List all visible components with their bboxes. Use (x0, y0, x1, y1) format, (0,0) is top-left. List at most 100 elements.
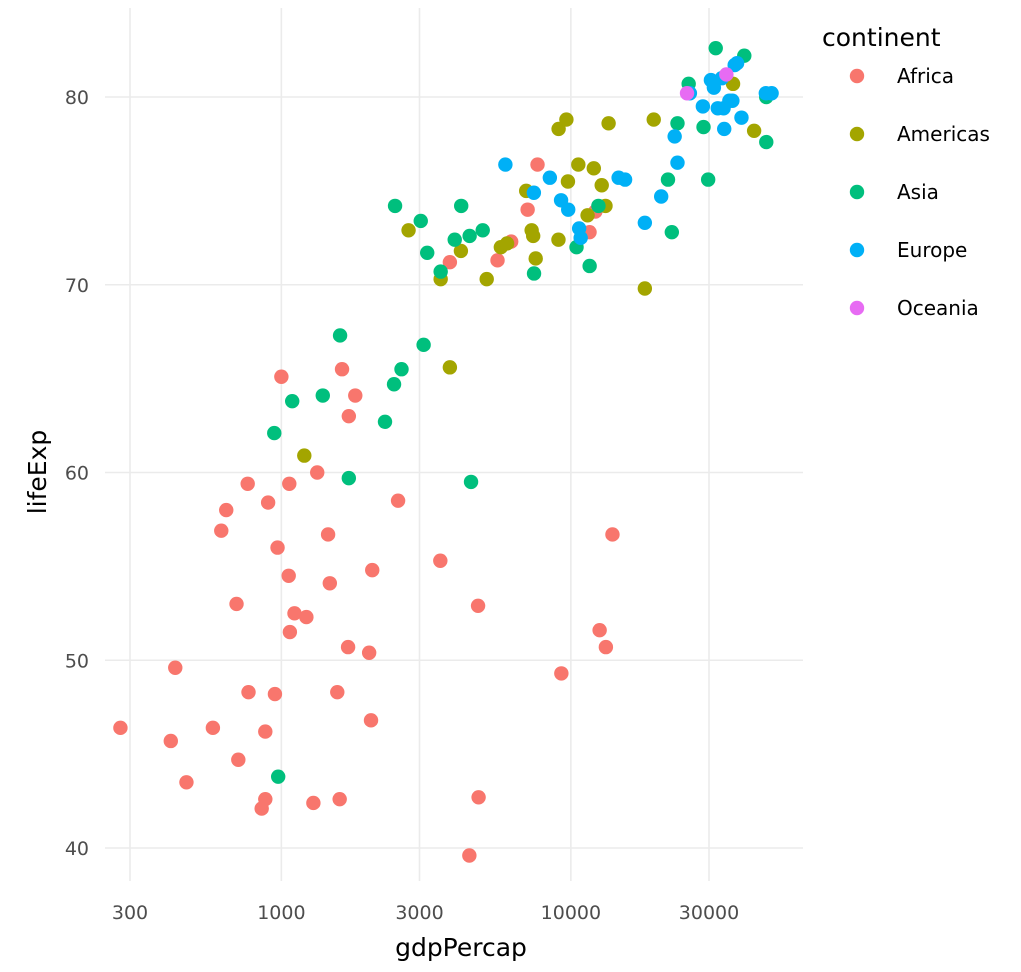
legend-key-africa (849, 68, 865, 84)
point-africa (340, 639, 356, 655)
point-africa (270, 540, 285, 555)
point-europe (670, 155, 685, 170)
point-africa (214, 523, 229, 538)
y-tick-label: 50 (65, 650, 89, 672)
point-asia (664, 224, 680, 240)
point-asia (387, 198, 403, 214)
point-africa (363, 713, 379, 728)
point-asia (591, 198, 606, 214)
point-africa (361, 645, 377, 660)
legend-key-oceania (849, 300, 865, 316)
point-europe (695, 99, 711, 114)
point-africa (163, 733, 178, 749)
x-tick-label: 30000 (679, 902, 739, 924)
point-asia (413, 213, 428, 229)
legend-title: continent (822, 23, 941, 52)
point-europe (617, 172, 633, 187)
point-americas (637, 281, 653, 296)
point-africa (490, 253, 505, 268)
point-africa (179, 775, 194, 790)
point-europe (498, 157, 513, 172)
point-europe (667, 129, 682, 144)
point-africa (322, 576, 338, 591)
point-africa (267, 686, 283, 702)
point-americas (559, 112, 574, 127)
point-asia (270, 769, 286, 784)
point-americas (601, 116, 616, 131)
point-asia (582, 258, 597, 274)
point-asia (462, 228, 477, 244)
point-asia (660, 172, 676, 187)
point-europe (729, 56, 745, 71)
point-americas (525, 228, 541, 244)
grid-lines (105, 8, 803, 881)
point-africa (330, 684, 345, 700)
point-asia (708, 40, 723, 56)
point-asia (475, 223, 490, 238)
point-americas (646, 112, 661, 127)
y-tick-label: 60 (65, 463, 89, 485)
data-points (113, 40, 779, 863)
point-africa (365, 562, 380, 578)
point-africa (554, 666, 569, 681)
point-africa (592, 623, 607, 638)
point-africa (282, 624, 298, 640)
point-africa (299, 609, 314, 625)
point-asia (377, 414, 393, 430)
legend: continent Africa Americas Asia Europe Oceani… (822, 23, 990, 320)
point-americas (499, 236, 515, 251)
point-africa (471, 790, 486, 805)
point-asia (526, 266, 542, 281)
point-africa (605, 527, 620, 542)
point-africa (205, 720, 221, 736)
point-africa (433, 553, 448, 568)
point-americas (594, 178, 609, 193)
legend-label-europe: Europe (897, 238, 967, 262)
legend-key-asia (849, 184, 865, 200)
point-americas (746, 123, 762, 138)
point-africa (113, 720, 128, 736)
point-asia (759, 134, 774, 150)
point-americas (453, 243, 469, 259)
point-europe (526, 185, 542, 200)
point-africa (470, 598, 486, 614)
point-europe (653, 189, 669, 204)
point-africa (320, 527, 336, 542)
point-asia (433, 264, 448, 279)
point-africa (274, 369, 289, 384)
point-asia (416, 337, 431, 353)
y-axis-title: lifeExp (23, 430, 52, 515)
point-americas (586, 161, 601, 176)
point-americas (528, 251, 543, 266)
y-tick-label: 80 (65, 87, 89, 109)
point-europe (725, 93, 740, 108)
legend-key-americas (849, 126, 865, 142)
point-asia (285, 393, 300, 409)
point-africa (241, 684, 256, 700)
legend-label-africa: Africa (897, 64, 954, 88)
point-americas (580, 208, 595, 223)
point-asia (332, 328, 348, 343)
point-asia (267, 425, 282, 441)
point-africa (310, 465, 325, 480)
point-asia (386, 377, 402, 392)
point-europe (717, 121, 732, 137)
point-asia (696, 119, 711, 135)
point-africa (348, 388, 363, 403)
point-americas (551, 232, 566, 247)
point-africa (334, 362, 350, 377)
y-tick-label: 40 (65, 838, 89, 860)
point-asia (394, 362, 409, 377)
point-oceania (719, 67, 734, 82)
legend-label-asia: Asia (897, 180, 939, 204)
point-asia (670, 116, 685, 131)
point-africa (168, 660, 183, 675)
point-asia (447, 232, 462, 247)
point-africa (332, 791, 347, 807)
point-americas (560, 174, 576, 189)
x-tick-label: 1000 (257, 902, 305, 924)
point-asia (700, 172, 716, 187)
point-asia (341, 470, 357, 486)
point-africa (390, 493, 406, 508)
